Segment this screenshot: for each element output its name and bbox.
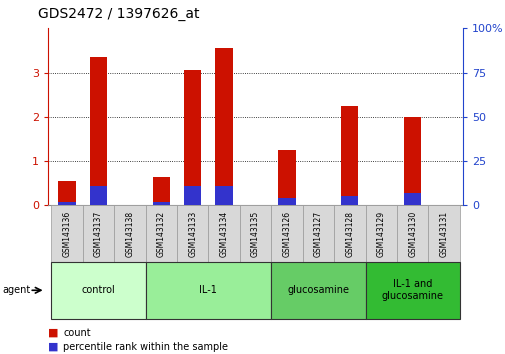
Bar [365,205,396,262]
Bar [145,262,271,319]
Text: GSM143135: GSM143135 [250,211,260,257]
Text: GSM143134: GSM143134 [219,211,228,257]
Text: GSM143126: GSM143126 [282,211,291,257]
Text: count: count [63,328,91,338]
Bar [271,262,365,319]
Text: GSM143129: GSM143129 [376,211,385,257]
Bar [365,262,459,319]
Bar [340,195,358,205]
Text: GSM143136: GSM143136 [62,211,71,257]
Bar [215,48,232,205]
Text: ■: ■ [48,342,59,352]
Bar [340,106,358,205]
Text: GSM143133: GSM143133 [188,211,197,257]
Bar [58,202,75,205]
Text: glucosamine: glucosamine [287,285,349,295]
Text: IL-1 and
glucosamine: IL-1 and glucosamine [381,279,443,301]
Bar [153,177,170,205]
Text: control: control [81,285,115,295]
Bar [403,193,421,205]
Bar [278,198,295,205]
Bar [89,186,107,205]
Bar [333,205,365,262]
Text: percentile rank within the sample: percentile rank within the sample [63,342,228,352]
Text: GSM143138: GSM143138 [125,211,134,257]
Bar [239,205,271,262]
Text: GSM143132: GSM143132 [157,211,166,257]
Text: GSM143137: GSM143137 [94,211,103,257]
Text: agent: agent [3,285,31,295]
Bar [153,202,170,205]
Bar [278,150,295,205]
Text: IL-1: IL-1 [199,285,217,295]
Bar [184,70,201,205]
Bar [145,205,177,262]
Bar [114,205,145,262]
Text: GSM143127: GSM143127 [313,211,322,257]
Bar [396,205,428,262]
Bar [428,205,459,262]
Bar [89,57,107,205]
Bar [271,205,302,262]
Bar [215,186,232,205]
Text: GSM143131: GSM143131 [439,211,448,257]
Bar [58,181,75,205]
Text: GDS2472 / 1397626_at: GDS2472 / 1397626_at [38,7,199,21]
Bar [208,205,239,262]
Bar [177,205,208,262]
Bar [82,205,114,262]
Bar [51,262,145,319]
Bar [51,205,82,262]
Text: ■: ■ [48,328,59,338]
Text: GSM143130: GSM143130 [408,211,416,257]
Bar [184,186,201,205]
Text: GSM143128: GSM143128 [344,211,354,257]
Bar [302,205,333,262]
Bar [403,117,421,205]
